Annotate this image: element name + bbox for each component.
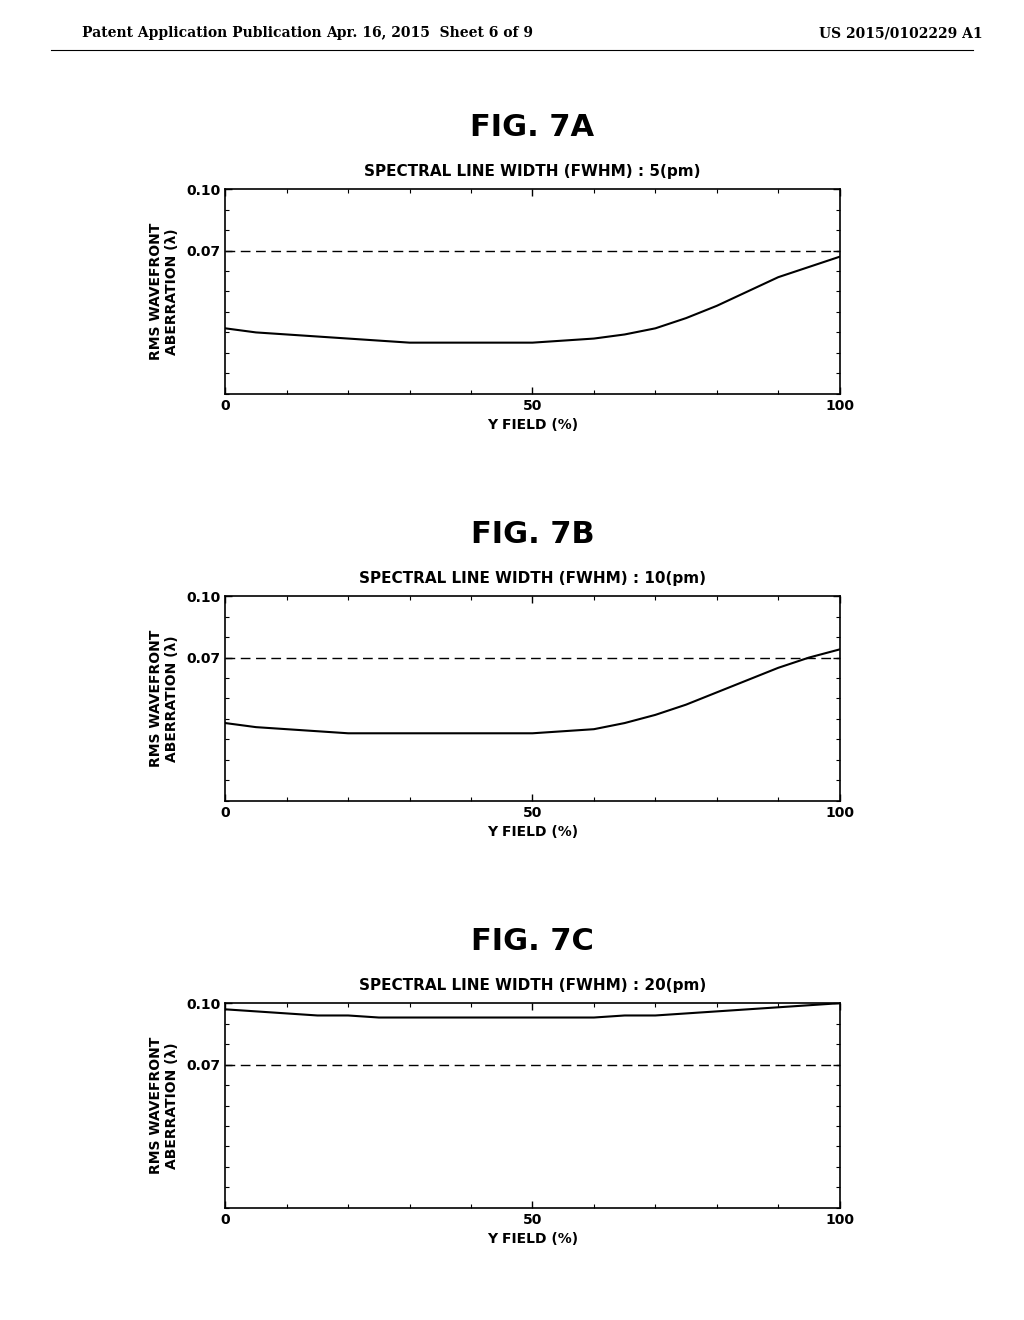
- Text: Apr. 16, 2015  Sheet 6 of 9: Apr. 16, 2015 Sheet 6 of 9: [327, 26, 534, 41]
- Text: SPECTRAL LINE WIDTH (FWHM) : 10(pm): SPECTRAL LINE WIDTH (FWHM) : 10(pm): [359, 570, 706, 586]
- Y-axis label: RMS WAVEFRONT
ABERRATION (λ): RMS WAVEFRONT ABERRATION (λ): [150, 223, 179, 360]
- Text: FIG. 7C: FIG. 7C: [471, 927, 594, 956]
- Text: FIG. 7A: FIG. 7A: [470, 112, 595, 141]
- Text: US 2015/0102229 A1: US 2015/0102229 A1: [819, 26, 983, 41]
- Text: SPECTRAL LINE WIDTH (FWHM) : 5(pm): SPECTRAL LINE WIDTH (FWHM) : 5(pm): [365, 164, 700, 178]
- Y-axis label: RMS WAVEFRONT
ABERRATION (λ): RMS WAVEFRONT ABERRATION (λ): [150, 1036, 179, 1175]
- Text: FIG. 7B: FIG. 7B: [471, 520, 594, 549]
- X-axis label: Y FIELD (%): Y FIELD (%): [487, 825, 578, 840]
- Text: Patent Application Publication: Patent Application Publication: [82, 26, 322, 41]
- Y-axis label: RMS WAVEFRONT
ABERRATION (λ): RMS WAVEFRONT ABERRATION (λ): [150, 630, 179, 767]
- X-axis label: Y FIELD (%): Y FIELD (%): [487, 418, 578, 432]
- Text: SPECTRAL LINE WIDTH (FWHM) : 20(pm): SPECTRAL LINE WIDTH (FWHM) : 20(pm): [358, 978, 707, 993]
- X-axis label: Y FIELD (%): Y FIELD (%): [487, 1232, 578, 1246]
